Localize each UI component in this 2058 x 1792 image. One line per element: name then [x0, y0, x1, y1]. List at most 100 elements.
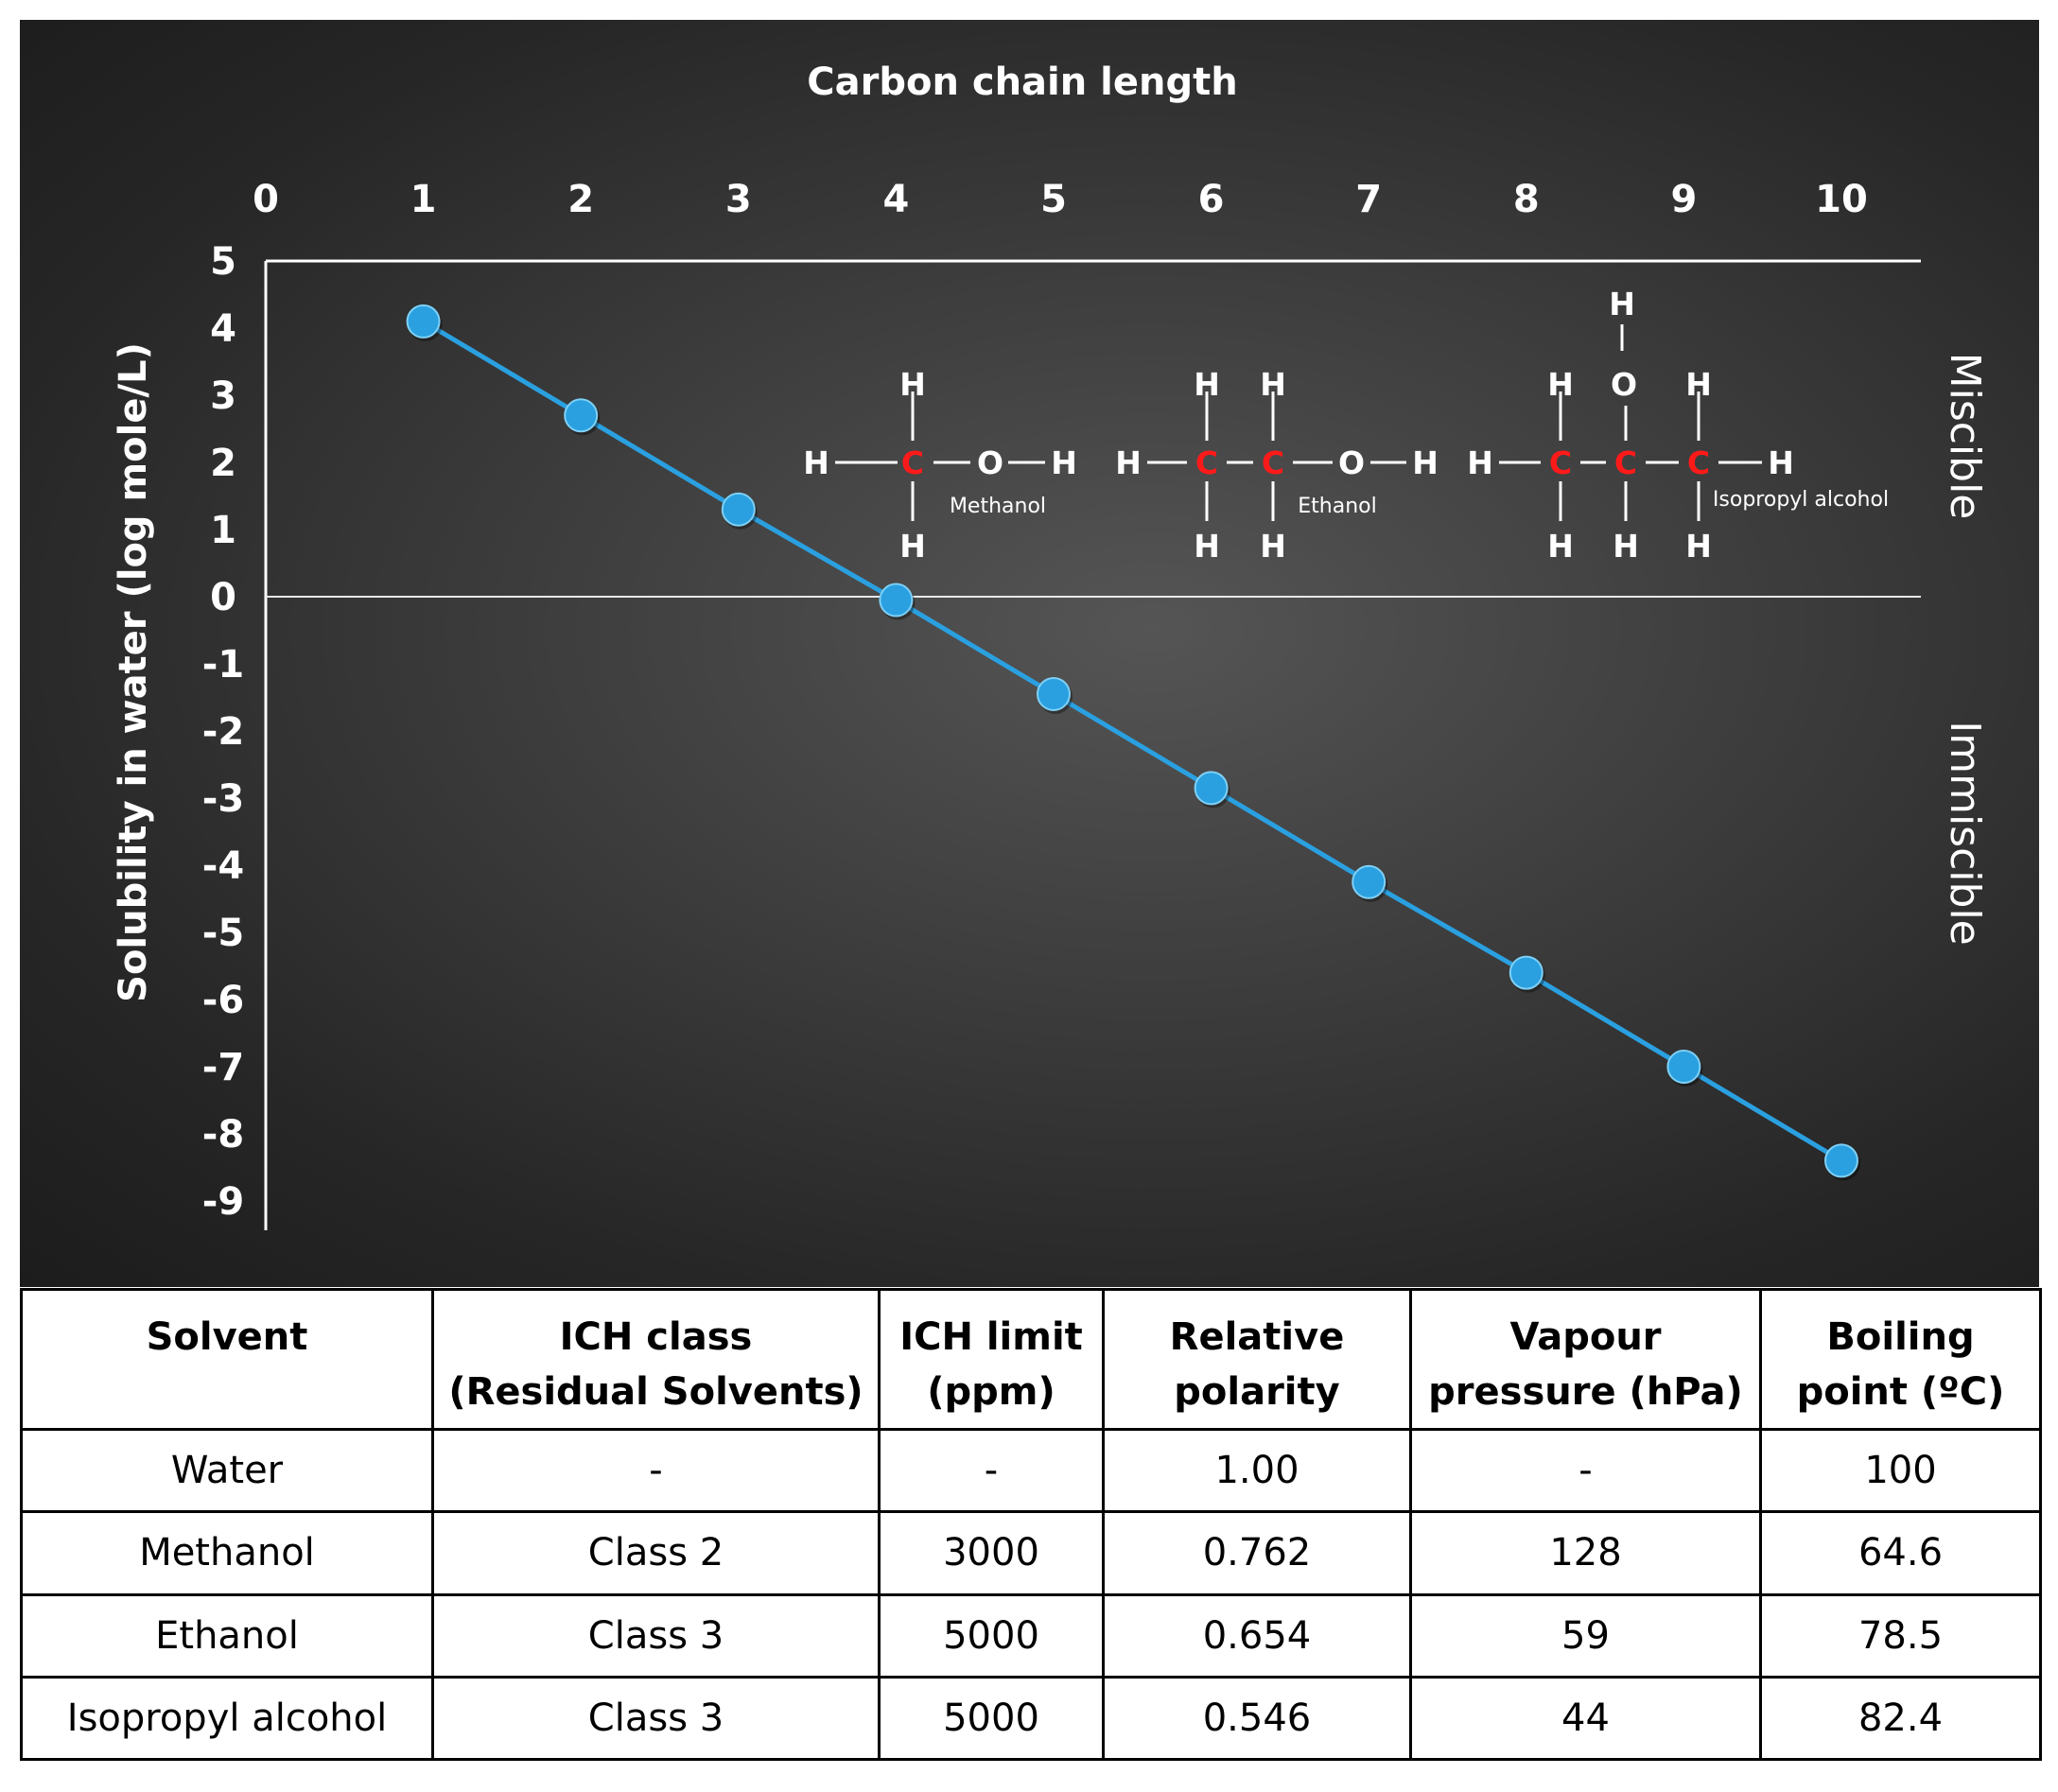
atom-label: O	[977, 444, 1003, 481]
y-tick-label: -8	[202, 1113, 244, 1157]
table-cell: 0.546	[1102, 1675, 1412, 1762]
isopropyl-alcohol-label: Isopropyl alcohol	[1713, 488, 1889, 512]
y-tick-label: 5	[210, 240, 236, 284]
table-cell: 59	[1409, 1592, 1762, 1679]
table-cell: 78.5	[1759, 1592, 2042, 1679]
x-tick-label: 9	[1670, 178, 1697, 221]
column-header-text: Boiling	[1826, 1315, 1975, 1359]
x-axis-title: Carbon chain length	[807, 61, 1237, 104]
solubility-chart: Carbon chain length Solubility in water …	[112, 61, 1989, 1230]
column-header-text: Relative	[1169, 1315, 1345, 1359]
table-cell: -	[878, 1427, 1105, 1514]
table-row: Methanol Class 2 3000 0.762 128 64.6	[20, 1510, 2042, 1596]
atom-label: O	[1611, 366, 1637, 403]
table-cell: -	[1409, 1427, 1762, 1514]
atom-label: H	[803, 444, 829, 481]
data-point	[1352, 864, 1387, 899]
data-point	[564, 398, 599, 433]
table-cell: Water	[20, 1427, 434, 1514]
table-cell: 128	[1409, 1510, 1762, 1596]
atom-label: H	[1260, 528, 1286, 565]
atom-label: H	[1467, 444, 1493, 481]
table-header-row: Solvent ICH class (Residual Solvents) ICH l…	[20, 1288, 2042, 1431]
atom-label: C	[1614, 444, 1637, 481]
table-cell: 100	[1759, 1427, 2042, 1514]
table-cell: Class 3	[431, 1592, 881, 1679]
atom-label: H	[1051, 444, 1077, 481]
column-header-text: (Residual Solvents)	[448, 1370, 863, 1414]
atom-label: H	[1115, 444, 1142, 481]
atom-label: H	[1547, 528, 1574, 565]
table-cell: 5000	[878, 1592, 1105, 1679]
chart-panel: Carbon chain length Solubility in water …	[20, 20, 2039, 1287]
y-tick-label: -1	[202, 643, 244, 687]
column-header-text: pressure (hPa)	[1428, 1370, 1743, 1414]
x-tick-label: 3	[725, 178, 752, 221]
data-point	[721, 492, 756, 527]
atom-label: O	[1338, 444, 1365, 481]
y-tick-label: -9	[202, 1180, 244, 1224]
y-tick-label: -4	[202, 844, 244, 888]
table-cell: 0.762	[1102, 1510, 1412, 1596]
table-cell: 1.00	[1102, 1427, 1412, 1514]
atom-label: H	[1768, 444, 1794, 481]
atom-label: H	[1194, 528, 1220, 565]
x-tick-label: 2	[567, 178, 594, 221]
data-point	[1194, 771, 1229, 806]
miscible-label: Miscible	[1941, 353, 1989, 520]
ethanol-label: Ethanol	[1298, 495, 1376, 518]
table-cell: Ethanol	[20, 1592, 434, 1679]
atom-label: C	[1687, 444, 1710, 481]
y-tick-label: -7	[202, 1046, 244, 1089]
table-cell: 5000	[878, 1675, 1105, 1762]
y-tick-label: -6	[202, 979, 244, 1022]
atom-label: C	[1262, 444, 1284, 481]
column-header: Boiling point (ºC)	[1759, 1288, 2042, 1431]
x-tick-label: 8	[1513, 178, 1540, 221]
x-tick-label: 7	[1355, 178, 1382, 221]
atom-label: H	[1609, 286, 1635, 322]
column-header-text: point (ºC)	[1796, 1370, 2005, 1414]
data-point	[1666, 1050, 1701, 1084]
x-tick-label: 5	[1040, 178, 1067, 221]
table-cell: -	[431, 1427, 881, 1514]
x-tick-label: 6	[1198, 178, 1225, 221]
table-row: Ethanol Class 3 5000 0.654 59 78.5	[20, 1592, 2042, 1679]
table-row: Water - -1.00-100	[20, 1427, 2042, 1514]
series-line	[422, 319, 1843, 1163]
y-axis-title: Solubility in water (log mole/L)	[112, 342, 155, 1002]
y-tick-label: 0	[210, 576, 236, 619]
data-point	[1509, 955, 1544, 990]
table-cell: 64.6	[1759, 1510, 2042, 1596]
atom-label: C	[901, 444, 924, 481]
x-tick-label: 4	[882, 178, 909, 221]
table-cell: 44	[1409, 1675, 1762, 1762]
column-header-text: Solvent	[146, 1315, 308, 1359]
data-point	[879, 583, 914, 618]
table-cell: 0.654	[1102, 1592, 1412, 1679]
x-tick-label: 0	[253, 178, 279, 221]
y-tick-label: 3	[210, 374, 236, 418]
atom-label: H	[899, 528, 926, 565]
atom-label: C	[1195, 444, 1218, 481]
data-point	[1824, 1143, 1858, 1178]
column-header-text: (ppm)	[927, 1370, 1055, 1414]
immiscible-label: Immiscible	[1941, 721, 1989, 946]
x-tick-label: 10	[1815, 178, 1868, 221]
y-tick-label: -2	[202, 710, 244, 754]
column-header-text: ICH limit	[899, 1315, 1083, 1359]
y-tick-label: 4	[210, 307, 236, 351]
table-cell: Isopropyl alcohol	[20, 1675, 434, 1762]
data-point	[1037, 676, 1071, 711]
atom-label: H	[1613, 528, 1639, 565]
atom-label: H	[1412, 444, 1439, 481]
column-header: Solvent	[20, 1288, 434, 1431]
atom-label: C	[1549, 444, 1572, 481]
column-header-text: Vapour	[1509, 1315, 1662, 1359]
column-header: Vapour pressure (hPa)	[1409, 1288, 1762, 1431]
x-tick-label: 1	[410, 178, 437, 221]
atom-label: H	[1685, 528, 1712, 565]
y-tick-label: 1	[210, 509, 236, 552]
column-header: Relative polarity	[1102, 1288, 1412, 1431]
y-tick-label: -3	[202, 777, 244, 821]
